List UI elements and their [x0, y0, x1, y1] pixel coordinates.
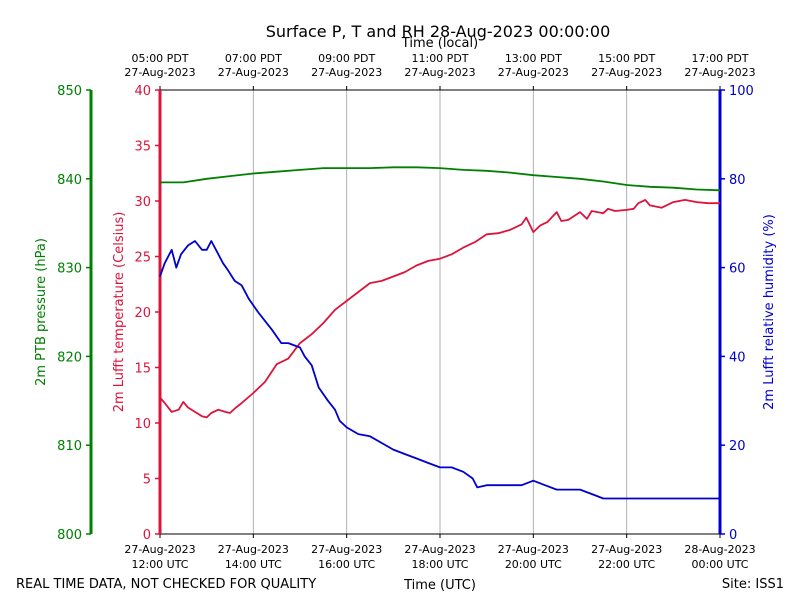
pressure-tick-label: 850 [57, 84, 82, 99]
bottom-tick-date: 28-Aug-2023 [684, 543, 755, 556]
temperature-tick-label: 0 [143, 528, 151, 543]
temperature-tick-label: 30 [134, 195, 151, 210]
humidity-tick-label: 0 [729, 528, 737, 543]
bottom-tick-time: 12:00 UTC [131, 558, 188, 571]
bottom-tick-date: 27-Aug-2023 [404, 543, 475, 556]
series-layer [159, 166, 721, 500]
bottom-tick-time: 00:00 UTC [691, 558, 748, 571]
pressure-axis-label: 2m PTB pressure (hPa) [34, 238, 49, 386]
pressure-tick-label: 800 [57, 528, 82, 543]
bottom-tick-time: 16:00 UTC [318, 558, 375, 571]
bottom-tick-time: 18:00 UTC [411, 558, 468, 571]
top-tick-time: 13:00 PDT [505, 52, 562, 65]
temperature-series-line [159, 198, 720, 419]
top-tick-time: 11:00 PDT [411, 52, 468, 65]
bottom-tick-date: 27-Aug-2023 [498, 543, 569, 556]
top-tick-time: 05:00 PDT [131, 52, 188, 65]
top-tick-date: 27-Aug-2023 [684, 66, 755, 79]
top-axis-label: Time (local) [401, 36, 478, 51]
pressure-series-line [160, 166, 721, 192]
humidity-axis-label: 2m Lufft relative humidity (%) [762, 214, 777, 410]
bottom-tick-date: 27-Aug-2023 [311, 543, 382, 556]
temperature-tick-label: 15 [134, 362, 151, 377]
temperature-tick-label: 10 [134, 417, 151, 432]
bottom-axis-label: Time (UTC) [403, 578, 476, 593]
humidity-series-line [159, 240, 720, 500]
temperature-tick-label: 35 [134, 140, 151, 155]
top-tick-date: 27-Aug-2023 [498, 66, 569, 79]
bottom-tick-time: 20:00 UTC [505, 558, 562, 571]
bottom-tick-time: 14:00 UTC [225, 558, 282, 571]
humidity-tick-label: 40 [729, 350, 746, 365]
site-label: Site: ISS1 [722, 577, 784, 592]
top-tick-date: 27-Aug-2023 [311, 66, 382, 79]
temperature-tick-label: 5 [143, 473, 151, 488]
chart-title: Surface P, T and RH 28-Aug-2023 00:00:00 [266, 22, 611, 41]
temperature-tick-label: 20 [134, 306, 151, 321]
bottom-axis-ticks: 27-Aug-2023 12:00 UTC 27-Aug-2023 14:00 UTC… [124, 534, 756, 571]
top-tick-date: 27-Aug-2023 [218, 66, 289, 79]
humidity-tick-label: 100 [729, 84, 754, 99]
grid-lines [252, 90, 628, 534]
humidity-tick-label: 80 [729, 173, 746, 188]
top-tick-date: 27-Aug-2023 [591, 66, 662, 79]
quality-disclaimer: REAL TIME DATA, NOT CHECKED FOR QUALITY [16, 577, 316, 592]
pressure-tick-label: 840 [57, 173, 82, 188]
bottom-tick-time: 22:00 UTC [598, 558, 655, 571]
temperature-tick-label: 25 [134, 251, 151, 266]
top-tick-time: 17:00 PDT [691, 52, 748, 65]
humidity-tick-label: 60 [729, 262, 746, 277]
top-tick-time: 07:00 PDT [225, 52, 282, 65]
bottom-tick-date: 27-Aug-2023 [218, 543, 289, 556]
temperature-tick-label: 40 [134, 84, 151, 99]
bottom-tick-date: 27-Aug-2023 [591, 543, 662, 556]
top-tick-date: 27-Aug-2023 [124, 66, 195, 79]
pressure-tick-label: 810 [57, 439, 82, 454]
top-tick-date: 27-Aug-2023 [404, 66, 475, 79]
bottom-tick-date: 27-Aug-2023 [124, 543, 195, 556]
top-tick-time: 15:00 PDT [598, 52, 655, 65]
top-tick-time: 09:00 PDT [318, 52, 375, 65]
pressure-axis: 800 810 820 830 840 850 [57, 84, 93, 543]
temperature-axis-label: 2m Lufft temperature (Celsius) [112, 212, 127, 413]
temperature-axis: 0 5 10 15 20 25 30 35 40 [134, 84, 162, 543]
pressure-tick-label: 820 [57, 350, 82, 365]
pressure-tick-label: 830 [57, 262, 82, 277]
humidity-tick-label: 20 [729, 439, 746, 454]
humidity-axis: 0 20 40 60 80 100 [718, 84, 754, 543]
